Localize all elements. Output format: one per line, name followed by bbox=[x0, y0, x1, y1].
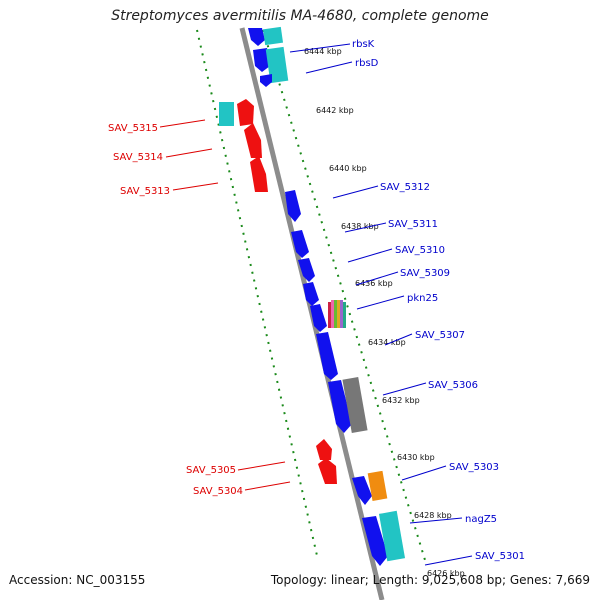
gene-feature[interactable] bbox=[265, 46, 289, 84]
tick-label: 6432 kbp bbox=[382, 396, 420, 405]
tick-label: 6428 kbp bbox=[414, 511, 452, 520]
genome-summary: Topology: linear; Length: 9,025,608 bp; … bbox=[270, 573, 590, 587]
gene-label-SAV_5305[interactable]: SAV_5305 bbox=[186, 465, 236, 476]
gene-label-rbsD[interactable]: rbsD bbox=[355, 58, 379, 69]
tick-label: 6426 kbp bbox=[427, 569, 465, 578]
tick-label: 6438 kbp bbox=[341, 222, 379, 231]
gene-label-SAV_5309[interactable]: SAV_5309 bbox=[400, 268, 450, 279]
position-ticks: 6444 kbp 6442 kbp 6440 kbp 6438 kbp 6436… bbox=[304, 47, 465, 578]
gene-feature[interactable] bbox=[352, 476, 372, 505]
pkn25-feature[interactable] bbox=[328, 300, 346, 328]
gene-label-pkn25[interactable]: pkn25 bbox=[407, 293, 438, 304]
gene-feature[interactable] bbox=[250, 156, 268, 192]
gene-label-SAV_5313[interactable]: SAV_5313 bbox=[120, 186, 170, 197]
gene-label-nagZ5[interactable]: nagZ5 bbox=[465, 514, 497, 525]
gene-feature[interactable] bbox=[328, 380, 352, 433]
accession-label: Accession: NC_003155 bbox=[9, 573, 146, 587]
forward-genes bbox=[219, 99, 337, 484]
tick-label: 6442 kbp bbox=[316, 106, 354, 115]
gene-feature[interactable] bbox=[367, 470, 388, 502]
gene-label-SAV_5314[interactable]: SAV_5314 bbox=[113, 152, 163, 163]
gene-label-SAV_5310[interactable]: SAV_5310 bbox=[395, 245, 445, 256]
tick-label: 6430 kbp bbox=[397, 453, 435, 462]
tick-label: 6434 kbp bbox=[368, 338, 406, 347]
page-title: Streptomyces avermitilis MA-4680, comple… bbox=[111, 8, 489, 24]
gene-label-SAV_5301[interactable]: SAV_5301 bbox=[475, 551, 525, 562]
gene-feature[interactable] bbox=[298, 258, 315, 282]
gene-feature[interactable] bbox=[342, 377, 368, 433]
gene-label-SAV_5303[interactable]: SAV_5303 bbox=[449, 462, 499, 473]
gene-feature[interactable] bbox=[285, 190, 301, 222]
gene-feature[interactable] bbox=[291, 230, 309, 258]
gene-feature[interactable] bbox=[260, 74, 272, 87]
tick-label: 6444 kbp bbox=[304, 47, 342, 56]
gene-feature[interactable] bbox=[303, 282, 319, 306]
gene-feature[interactable] bbox=[310, 304, 327, 332]
gene-feature[interactable] bbox=[253, 48, 270, 72]
gene-feature[interactable] bbox=[316, 332, 338, 380]
gene-label-SAV_5315[interactable]: SAV_5315 bbox=[108, 123, 158, 134]
gene-label-rbsK[interactable]: rbsK bbox=[352, 39, 375, 50]
gene-label-SAV_5307[interactable]: SAV_5307 bbox=[415, 330, 465, 341]
left-gene-labels: SAV_5315 SAV_5314 SAV_5313 SAV_5305 SAV_… bbox=[108, 119, 291, 497]
tick-label: 6436 kbp bbox=[355, 279, 393, 288]
gene-feature[interactable] bbox=[248, 28, 265, 46]
gene-feature[interactable] bbox=[318, 458, 337, 484]
gene-feature[interactable] bbox=[219, 102, 234, 126]
reverse-genes bbox=[248, 26, 406, 566]
tick-label: 6440 kbp bbox=[329, 164, 367, 173]
gene-label-SAV_5306[interactable]: SAV_5306 bbox=[428, 380, 478, 391]
gene-feature[interactable] bbox=[378, 510, 406, 562]
gene-feature[interactable] bbox=[362, 516, 388, 566]
left-dotted-guide bbox=[196, 29, 319, 561]
gene-label-SAV_5304[interactable]: SAV_5304 bbox=[193, 486, 243, 497]
gene-feature[interactable] bbox=[262, 26, 284, 46]
gene-label-SAV_5312[interactable]: SAV_5312 bbox=[380, 182, 430, 193]
right-gene-labels: rbsK rbsD SAV_5312 SAV_5311 SAV_5310 SAV… bbox=[289, 39, 525, 566]
gene-feature[interactable] bbox=[316, 439, 332, 460]
gene-label-SAV_5311[interactable]: SAV_5311 bbox=[388, 219, 438, 230]
gene-feature[interactable] bbox=[237, 99, 254, 126]
gene-feature[interactable] bbox=[244, 123, 262, 158]
